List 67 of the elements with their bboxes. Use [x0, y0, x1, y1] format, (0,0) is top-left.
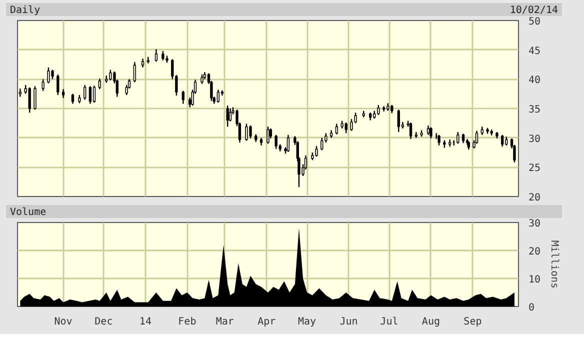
candlestick [430, 126, 432, 140]
y-tick-label: 50 [528, 16, 541, 28]
candlestick [426, 124, 430, 136]
candlestick [344, 122, 348, 134]
candlestick [154, 48, 158, 62]
chart-title: Volume [10, 206, 46, 218]
candlestick [335, 123, 338, 135]
candlestick [200, 74, 204, 84]
candlestick [462, 133, 465, 144]
x-tick-label: Apr [258, 316, 276, 328]
candlestick [377, 104, 380, 116]
candlestick [456, 131, 460, 144]
x-tick-label: Feb [178, 316, 196, 328]
y-tick-label: 30 [528, 218, 541, 230]
x-tick-label: 14 [139, 316, 152, 328]
candlestick [51, 69, 54, 80]
candlestick [109, 69, 112, 81]
candlestick [245, 123, 248, 142]
x-tick-label: May [298, 316, 316, 328]
candlestick [249, 124, 252, 140]
candlestick [409, 122, 412, 140]
candlestick [438, 134, 440, 146]
x-tick-label: Nov [54, 316, 72, 328]
candlestick [92, 85, 96, 104]
candlestick [83, 84, 86, 100]
candlestick [397, 109, 400, 133]
y-tick-label: 25 [528, 163, 541, 174]
candlestick [475, 130, 478, 144]
candlestick [350, 118, 353, 132]
text: 10/02/14 [510, 4, 558, 16]
x-tick-label: Sep [464, 316, 482, 328]
candlestick [162, 50, 164, 61]
y-tick-label: 35 [528, 104, 541, 116]
candlestick [286, 134, 290, 153]
candlestick [320, 137, 324, 151]
candlestick [226, 104, 229, 128]
candlestick [88, 86, 92, 104]
candlestick [98, 78, 101, 90]
x-tick-label: Jul [380, 316, 398, 328]
y-tick-label: 20 [528, 246, 541, 258]
y-axis-title: Millions [548, 240, 560, 289]
candlestick [47, 66, 50, 84]
candlestick [42, 78, 44, 92]
candlestick [500, 134, 504, 148]
candlestick [71, 93, 74, 104]
candlestick [228, 108, 232, 122]
candlestick [274, 134, 278, 150]
candlestick [216, 89, 220, 104]
candlestick [133, 62, 136, 83]
x-tick-label: Mar [216, 316, 234, 328]
y-tick-label: 20 [528, 192, 541, 204]
candlestick [28, 86, 31, 114]
chart-title: Daily [10, 4, 40, 16]
candlestick [34, 86, 36, 110]
y-tick-label: 40 [528, 75, 541, 86]
y-tick-label: 45 [528, 46, 541, 57]
y-tick-label: 0 [528, 302, 535, 314]
y-tick-label: 10 [528, 274, 541, 286]
candlestick [266, 126, 270, 144]
candlestick [182, 90, 184, 104]
y-tick-label: 30 [528, 134, 541, 145]
x-tick-label: Jun [340, 316, 358, 328]
candlestick [56, 74, 60, 96]
x-tick-label: Dec [94, 316, 113, 328]
x-tick-label: Aug [422, 316, 440, 328]
candlestick [315, 145, 318, 158]
candlestick [269, 128, 272, 140]
